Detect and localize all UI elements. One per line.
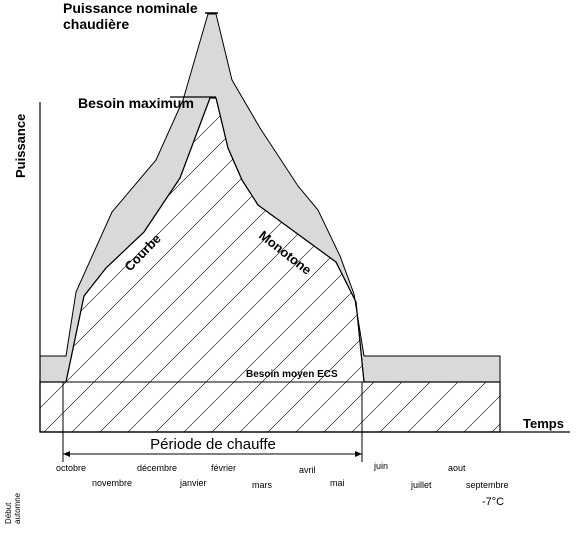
month-label: décembre	[137, 463, 177, 473]
month-label: juillet	[410, 480, 432, 490]
month-label: avril	[299, 465, 316, 475]
month-label: novembre	[92, 478, 132, 488]
nominal-power-label-line2: chaudière	[63, 16, 129, 32]
month-label: février	[211, 463, 236, 473]
period-arrow-head-right	[355, 451, 362, 457]
y-axis-label: Puissance	[13, 114, 28, 178]
month-label: mars	[252, 480, 272, 490]
month-label: janvier	[179, 478, 207, 488]
max-need-label: Besoin maximum	[78, 95, 194, 111]
autumn-start-label-line1: Début	[4, 502, 13, 524]
autumn-start-label-line2: automne	[13, 492, 22, 524]
month-label: juin	[373, 461, 388, 471]
month-label: septembre	[466, 480, 509, 490]
month-label: octobre	[56, 463, 86, 473]
nominal-power-label-line1: Puissance nominale	[63, 0, 198, 16]
x-axis-label: Temps	[523, 416, 564, 431]
month-label: mai	[330, 478, 345, 488]
temperature-label: -7°C	[482, 496, 504, 508]
month-label: aout	[448, 463, 466, 473]
heating-period-label: Période de chauffe	[150, 436, 276, 453]
ecs-need-label: Besoin moyen ECS	[246, 369, 338, 380]
period-arrow-head-left	[63, 451, 70, 457]
